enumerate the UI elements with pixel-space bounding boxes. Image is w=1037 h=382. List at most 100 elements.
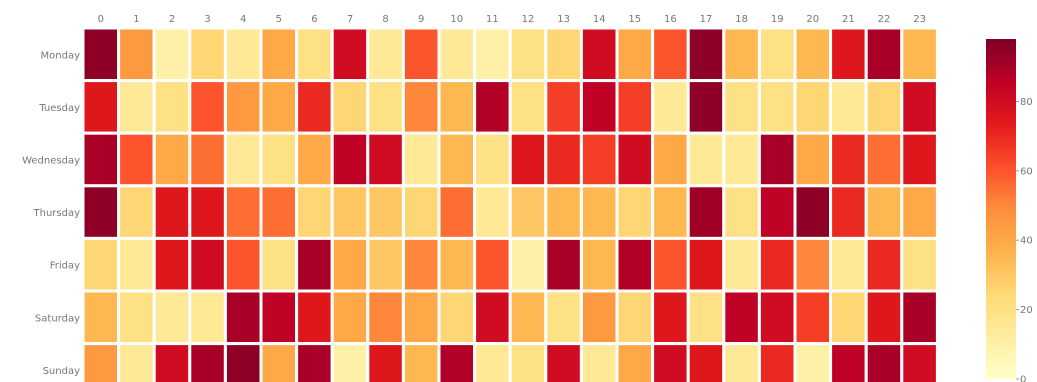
heatmap-cell (686, 289, 726, 346)
heatmap-cell (188, 236, 227, 293)
heatmap-cell (223, 184, 263, 240)
heatmap-cell (508, 131, 548, 188)
heatmap-cell (508, 289, 548, 346)
heatmap-cell (188, 79, 227, 135)
heatmap-cell (686, 236, 726, 293)
heatmap-cell (81, 79, 121, 135)
heatmap-cell (793, 236, 833, 293)
heatmap-cell (615, 26, 655, 83)
x-tick-label: 17 (700, 14, 713, 25)
heatmap-cell (829, 26, 868, 83)
colorbar (986, 39, 1016, 379)
heatmap-cell (223, 236, 263, 293)
x-tick-label: 18 (735, 14, 748, 25)
x-tick-label: 14 (593, 14, 606, 25)
x-tick-label: 11 (486, 14, 499, 25)
heatmap-cell (295, 131, 334, 188)
heatmap-cell (579, 342, 619, 382)
heatmap-cell (81, 236, 121, 293)
heatmap-cell (508, 342, 548, 382)
heatmap-cell (401, 236, 441, 293)
y-tick-label: Wednesday (22, 156, 80, 167)
x-tick-label: 19 (771, 14, 784, 25)
heatmap-cell (401, 184, 441, 240)
colorbar-tick-label: 20 (1020, 305, 1033, 316)
heatmap-cell (686, 342, 726, 382)
x-tick-label: 13 (557, 14, 570, 25)
heatmap-cell (188, 289, 227, 346)
heatmap-cell (473, 236, 512, 293)
heatmap-cell (508, 236, 548, 293)
heatmap-cell (437, 342, 477, 382)
heatmap-cell (544, 289, 583, 346)
heatmap-cell (722, 79, 761, 135)
heatmap-cell (829, 289, 868, 346)
heatmap-cells (81, 26, 939, 382)
heatmap-cell (330, 236, 370, 293)
heatmap-cell (544, 184, 583, 240)
heatmap-cell (330, 79, 370, 135)
heatmap-cell (722, 26, 761, 83)
heatmap-cell (259, 342, 299, 382)
heatmap-cell (259, 184, 299, 240)
heatmap-cell (651, 342, 690, 382)
colorbar-tick-label: 40 (1020, 236, 1033, 247)
heatmap-cell (188, 26, 227, 83)
heatmap-cell (757, 289, 797, 346)
heatmap-cell (152, 342, 192, 382)
heatmap-cell (473, 26, 512, 83)
heatmap-cell (366, 79, 405, 135)
y-tick-label: Tuesday (38, 103, 80, 114)
heatmap-cell (330, 26, 370, 83)
heatmap-cell (188, 184, 227, 240)
heatmap-cell (757, 184, 797, 240)
heatmap-cell (295, 184, 334, 240)
heatmap-cell (722, 184, 761, 240)
heatmap-cell (793, 26, 833, 83)
heatmap-cell (330, 342, 370, 382)
heatmap-cell (81, 342, 121, 382)
heatmap-cell (864, 184, 904, 240)
heatmap-cell (117, 26, 156, 83)
heatmap-cell (829, 236, 868, 293)
heatmap-cell (437, 26, 477, 83)
heatmap-cell (793, 131, 833, 188)
heatmap-cell (295, 79, 334, 135)
heatmap-cell (437, 236, 477, 293)
heatmap-cell (401, 342, 441, 382)
heatmap-cell (508, 26, 548, 83)
heatmap-cell (615, 131, 655, 188)
heatmap-cell (117, 79, 156, 135)
heatmap-cell (722, 342, 761, 382)
x-tick-label: 12 (522, 14, 535, 25)
heatmap-cell (651, 289, 690, 346)
heatmap-cell (900, 236, 939, 293)
y-tick-label: Friday (50, 261, 80, 272)
heatmap-cell (437, 79, 477, 135)
colorbar-tick-label: 0 (1020, 375, 1026, 382)
heatmap-cell (829, 184, 868, 240)
heatmap-cell (152, 289, 192, 346)
heatmap-cell (437, 184, 477, 240)
heatmap-cell (722, 236, 761, 293)
x-tick-label: 4 (240, 14, 246, 25)
heatmap-cell (579, 289, 619, 346)
heatmap-cell (152, 26, 192, 83)
heatmap-cell (900, 289, 939, 346)
colorbar-tick-label: 60 (1020, 166, 1033, 177)
heatmap-cell (757, 236, 797, 293)
heatmap-cell (152, 131, 192, 188)
heatmap-cell (864, 26, 904, 83)
heatmap-cell (223, 289, 263, 346)
x-tick-label: 2 (169, 14, 175, 25)
heatmap-cell (757, 131, 797, 188)
heatmap-cell (152, 236, 192, 293)
heatmap-cell (401, 131, 441, 188)
x-tick-label: 23 (913, 14, 926, 25)
heatmap-cell (793, 342, 833, 382)
colorbar-tick-label: 80 (1020, 97, 1033, 108)
heatmap-cell (579, 236, 619, 293)
y-tick-label: Saturday (35, 313, 80, 324)
heatmap-cell (223, 79, 263, 135)
